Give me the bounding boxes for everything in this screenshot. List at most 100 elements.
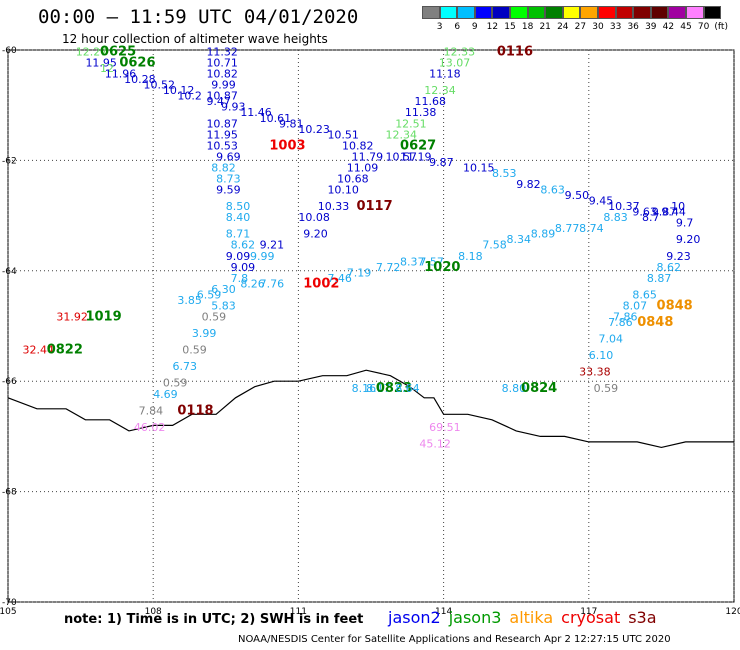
pass-time-label: 0117: [356, 199, 392, 214]
wave-height-label: 7.76: [260, 277, 285, 290]
wave-height-label: 11.68: [415, 95, 447, 108]
wave-height-label: 8.17: [366, 382, 391, 395]
lon-tick-label: 117: [580, 607, 597, 617]
colorbar-label: 6: [454, 22, 461, 32]
colorbar-swatch: [580, 6, 598, 19]
colorbar-label: 24: [557, 22, 569, 32]
wave-height-label: 9.50: [565, 189, 590, 202]
wave-height-label: 10.28: [124, 73, 156, 86]
wave-height-label: 10.71: [206, 57, 238, 70]
colorbar-swatch: [703, 6, 722, 19]
legend-entry: cryosat: [561, 608, 621, 627]
wave-height-label: 9.45: [589, 195, 614, 208]
colorbar-label: 21: [539, 22, 551, 32]
wave-height-label: 45.12: [419, 437, 451, 450]
wave-height-label: 8.62: [231, 239, 256, 252]
lat-tick-label: -60: [2, 46, 17, 56]
wave-height-label: 9.99: [250, 250, 275, 263]
wave-height-label: 9.23: [666, 250, 691, 263]
wave-height-label: 10.82: [342, 139, 374, 152]
wave-height-label: 8.37: [400, 255, 425, 268]
colorbar-swatch: [474, 6, 493, 19]
wave-height-label: 10.08: [298, 211, 330, 224]
wave-height-label: 11.95: [206, 128, 238, 141]
colorbar-label: 30: [592, 22, 604, 32]
colorbar-swatch: [685, 6, 704, 19]
wave-height-label: 8.64: [395, 382, 420, 395]
colorbar-label: (ft): [714, 22, 728, 32]
colorbar: [422, 6, 722, 19]
colorbar-label: 45: [680, 22, 692, 32]
wave-height-label: 8.62: [657, 261, 682, 274]
colorbar-labels: 3 6 9 12 15 18 21 24 27 30 33 36 39 42 45 70 (ft): [422, 22, 732, 34]
colorbar-label: 3: [436, 22, 443, 32]
wave-height-label: 11.09: [347, 161, 379, 174]
pass-time-label: 0848: [657, 298, 693, 313]
lat-tick-label: -64: [2, 267, 17, 277]
wave-height-label: 8.71: [226, 228, 251, 241]
wave-height-label: 11.32: [206, 46, 238, 59]
lat-tick-label: -68: [2, 488, 17, 498]
colorbar-label: 70: [697, 22, 710, 32]
wave-height-label: 8.53: [492, 167, 517, 180]
colorbar-label: 12: [486, 22, 499, 32]
colorbar-swatch: [668, 6, 686, 19]
wave-height-label: 32.44: [23, 344, 55, 357]
wave-height-label: 9.44: [661, 206, 686, 219]
wave-height-label: 7.04: [598, 333, 623, 346]
wave-height-label: 46.02: [134, 421, 166, 434]
wave-height-label: 12.34: [424, 84, 456, 97]
wave-height-label: 8.7: [642, 211, 660, 224]
wave-height-label: 7.86: [608, 316, 633, 329]
lon-tick-label: 114: [435, 607, 452, 617]
wave-height-label: 9.99: [211, 79, 236, 92]
wave-height-label: 7.8: [231, 272, 249, 285]
wave-height-label: 11.96: [105, 68, 137, 81]
wave-height-label: 69.51: [429, 421, 461, 434]
wave-height-label: 9.20: [303, 228, 328, 241]
wave-height-label: 10.33: [318, 200, 350, 213]
pass-time-label: 0848: [637, 315, 673, 330]
colorbar-label: 15: [504, 22, 516, 32]
wave-height-label: 8.18: [458, 250, 483, 263]
wave-height-label: 8.63: [540, 184, 565, 197]
legend-entry: altika: [509, 608, 554, 627]
wave-height-label: 9.59: [216, 184, 241, 197]
wave-height-label: 0.59: [202, 310, 227, 323]
wave-height-label: 11.95: [85, 57, 117, 70]
pass-time-label: 0824: [521, 381, 557, 396]
wave-height-label: 8.65: [632, 288, 657, 301]
footer-note: note: 1) Time is in UTC; 2) SWH is in fe…: [64, 612, 364, 627]
wave-height-label: 11.46: [240, 106, 272, 119]
wave-height-label: 10.57: [386, 150, 418, 163]
wave-height-label: 9.81: [279, 117, 304, 130]
antarctic-coastline: [7, 369, 734, 449]
wave-height-label: 8.07: [623, 299, 648, 312]
legend-entry: s3a: [628, 608, 657, 627]
wave-height-label: 4.69: [153, 388, 178, 401]
pass-time-label: 0118: [177, 403, 213, 418]
wave-height-label: 11.79: [352, 150, 384, 163]
colorbar-swatch: [633, 6, 651, 19]
wave-height-label: 6.59: [197, 288, 222, 301]
wave-height-label: 8.82: [211, 161, 236, 174]
colorbar-label: 36: [627, 22, 639, 32]
wave-height-label: 8.83: [603, 211, 628, 224]
wave-height-label: 5.83: [211, 299, 236, 312]
wave-height-label: 7.58: [482, 239, 507, 252]
pass-time-label: 0625: [100, 45, 136, 60]
wave-height-label: 10: [671, 200, 685, 213]
wave-height-label: 6.10: [589, 349, 614, 362]
colorbar-swatch: [422, 6, 440, 19]
wave-height-label: 8.73: [216, 172, 241, 185]
colorbar-swatch: [597, 6, 616, 19]
wave-height-label: 12.33: [444, 46, 476, 59]
wave-height-label: 12.: [100, 62, 118, 75]
lon-tick-label: 108: [145, 607, 162, 617]
wave-height-label: 8.34: [507, 233, 532, 246]
wave-height-label: 10.23: [298, 123, 330, 136]
wave-height-label: 10.52: [144, 79, 176, 92]
wave-height-label: 12.34: [386, 128, 418, 141]
page-title: 00:00 – 11:59 UTC 04/01/2020: [38, 6, 359, 28]
